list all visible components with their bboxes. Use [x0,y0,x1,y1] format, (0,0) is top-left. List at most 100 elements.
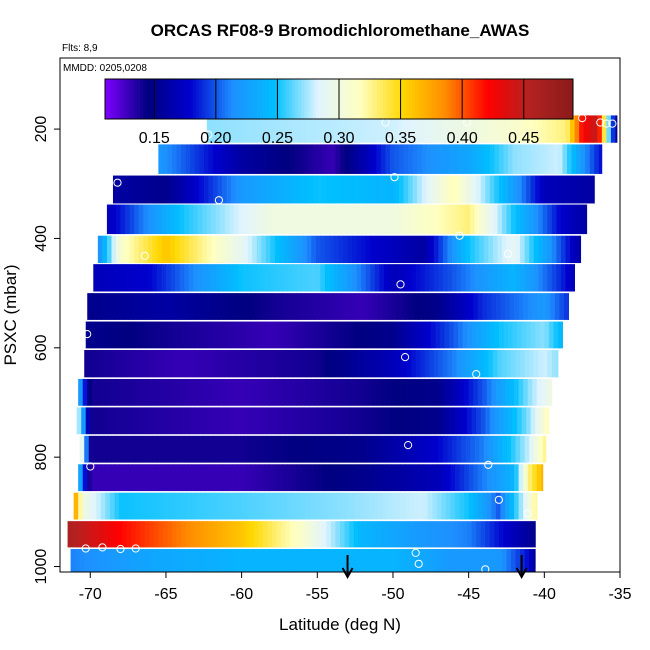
heatmap-cell [362,521,368,548]
heatmap-cell [303,175,309,204]
heatmap-cell [512,175,518,204]
heatmap-cell [143,235,149,264]
sample-point [608,119,617,128]
colorbar-cell [435,79,439,119]
heatmap-cell [211,115,217,143]
heatmap-cell [458,144,463,174]
heatmap-cell [346,492,351,520]
heatmap-cell [526,144,532,174]
heatmap-cell [288,350,294,378]
heatmap-cell [302,204,308,235]
heatmap-cell [224,549,230,572]
heatmap-cell [258,521,264,548]
heatmap-cell [265,264,271,292]
heatmap-cell [129,204,135,235]
heatmap-cell [293,435,299,463]
heatmap-cell [175,235,180,264]
heatmap-cell [547,204,553,235]
colorbar-cell [438,79,442,119]
heatmap-cell [374,235,380,264]
heatmap-cell [218,293,224,320]
heatmap-cell [290,175,295,204]
heatmap-cell [364,293,370,320]
heatmap-cell [467,175,473,204]
heatmap-cell [282,293,288,320]
heatmap-cell [412,144,418,174]
heatmap-cell [479,435,485,463]
heatmap-cell [326,144,332,174]
heatmap-cell [287,378,292,406]
heatmap-band [106,204,588,235]
heatmap-cell [258,321,264,349]
heatmap-cell [429,204,435,235]
heatmap-cell [102,350,108,378]
heatmap-cell [415,350,421,378]
heatmap-cell [273,464,279,492]
heatmap-cell [197,549,203,572]
heatmap-cell [347,549,353,572]
heatmap-cell [137,378,143,406]
heatmap-cell [120,350,126,378]
heatmap-cell [320,115,326,143]
heatmap-cell [538,235,544,264]
heatmap-cell [165,235,171,264]
heatmap-cell [411,264,417,292]
heatmap-cell [196,378,202,406]
heatmap-cell [321,521,327,548]
heatmap-cell [179,204,185,235]
heatmap-cell [75,549,81,572]
heatmap-cell [320,204,326,235]
heatmap-cell [297,115,303,143]
heatmap-cell [501,350,507,378]
heatmap-cell [156,264,162,292]
heatmap-cell [529,549,535,572]
heatmap-cell [548,144,554,174]
colorbar: 0.15 0.20 0.25 0.30 0.35 0.40 0.45 [104,78,574,147]
heatmap-cell [153,521,159,548]
y-tick-label: 1000 [33,549,50,585]
colorbar-cell [128,79,132,119]
heatmap-cell [270,264,276,292]
heatmap-cell [465,549,471,572]
heatmap-cell [459,293,465,320]
date-note: MMDD: 0205,0208 [63,63,147,74]
heatmap-cell [538,204,544,235]
heatmap-cell [330,407,336,435]
heatmap-cell [261,235,267,264]
heatmap-cell [167,521,173,548]
heatmap-cell [190,175,196,204]
heatmap-cell [164,464,170,492]
heatmap-cell [482,492,488,520]
x-tick-label: -55 [306,586,329,603]
heatmap-cell [511,435,516,463]
heatmap-cell [240,521,246,548]
heatmap-cell [541,378,547,406]
heatmap-cell [293,264,299,292]
heatmap-cell [349,521,355,548]
heatmap-cell [423,464,429,492]
heatmap-cell [134,435,140,463]
heatmap-cell [90,321,96,349]
heatmap-cell [87,492,93,520]
heatmap-cell [333,264,339,292]
colorbar-cell [186,79,191,119]
colorbar-cell [213,79,217,119]
colorbar-cell [283,79,287,119]
heatmap-cell [305,464,311,492]
heatmap-cell [361,264,367,292]
heatmap-cell [482,293,488,320]
heatmap-cell [137,293,143,320]
heatmap-cell [464,464,470,492]
heatmap-cell [212,407,218,435]
heatmap-cell [100,464,106,492]
heatmap-cell [570,264,575,292]
heatmap-cell [544,407,550,435]
heatmap-cell [541,464,544,492]
heatmap-cell [515,235,521,264]
heatmap-cell [321,144,327,174]
heatmap-cell [429,350,435,378]
heatmap-cell [491,492,497,520]
heatmap-cell [262,144,268,174]
heatmap-cell [455,378,460,406]
heatmap-cell [461,350,467,378]
